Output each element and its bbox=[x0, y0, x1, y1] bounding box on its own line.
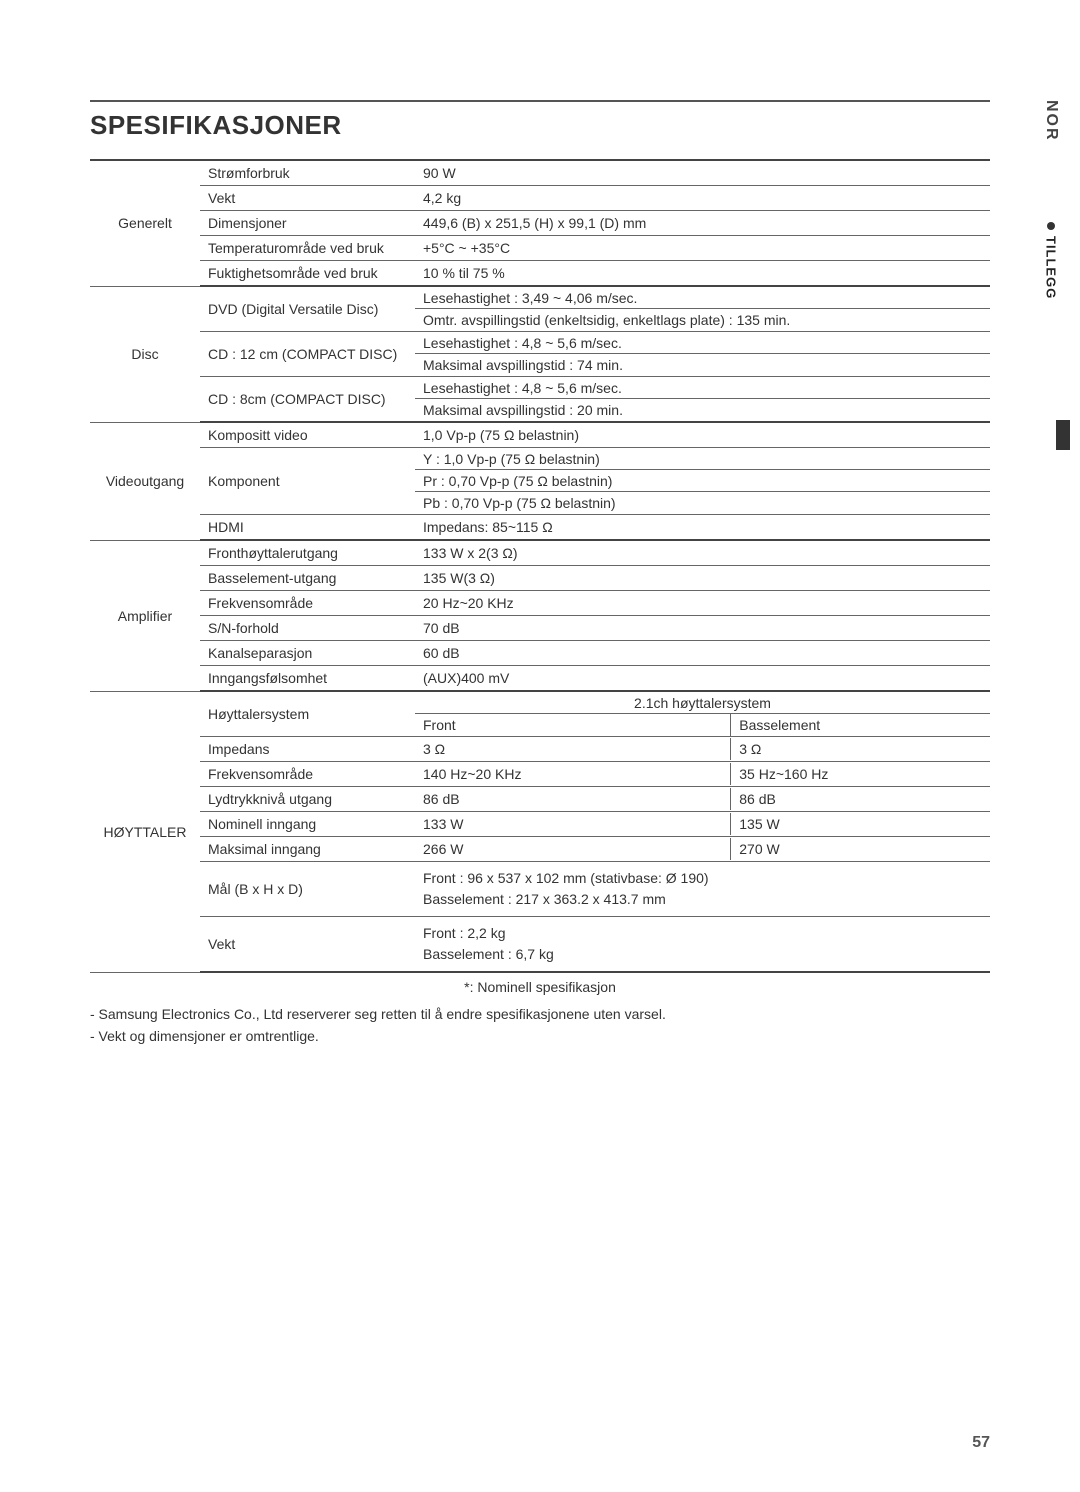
value-front: 86 dB bbox=[415, 788, 731, 810]
param-cell: Komponent bbox=[200, 448, 415, 515]
value-line: Y : 1,0 Vp-p (75 Ω belastnin) bbox=[415, 448, 990, 470]
value-line: Lesehastighet : 3,49 ~ 4,06 m/sec. bbox=[415, 287, 990, 309]
value-cell: 4,2 kg bbox=[415, 186, 990, 211]
speaker-system-header: 2.1ch høyttalersystem bbox=[415, 692, 990, 714]
param-cell: Basselement-utgang bbox=[200, 566, 415, 591]
value-cell: 86 dB 86 dB bbox=[415, 787, 990, 812]
side-page-mark bbox=[1056, 420, 1070, 450]
value-line: Front : 96 x 537 x 102 mm (stativbase: Ø… bbox=[423, 868, 982, 889]
param-cell: Fuktighetsområde ved bruk bbox=[200, 261, 415, 287]
footnote: *: Nominell spesifikasjon bbox=[90, 979, 990, 995]
value-cell: +5°C ~ +35°C bbox=[415, 236, 990, 261]
param-cell: Frekvensområde bbox=[200, 762, 415, 787]
param-cell: Strømforbruk bbox=[200, 160, 415, 186]
value-cell: 3 Ω 3 Ω bbox=[415, 737, 990, 762]
value-bass: 35 Hz~160 Hz bbox=[731, 763, 990, 785]
param-cell: Høyttalersystem bbox=[200, 691, 415, 737]
category-amplifier: Amplifier bbox=[90, 540, 200, 691]
value-cell: 2.1ch høyttalersystem Front Basselement bbox=[415, 691, 990, 737]
param-cell: Impedans bbox=[200, 737, 415, 762]
category-speaker: HØYTTALER bbox=[90, 691, 200, 972]
value-cell: 266 W 270 W bbox=[415, 837, 990, 862]
value-cell: 1,0 Vp-p (75 Ω belastnin) bbox=[415, 422, 990, 448]
value-cell: 133 W 135 W bbox=[415, 812, 990, 837]
value-line: Pr : 0,70 Vp-p (75 Ω belastnin) bbox=[415, 470, 990, 492]
value-line: Pb : 0,70 Vp-p (75 Ω belastnin) bbox=[415, 492, 990, 514]
notes: - Samsung Electronics Co., Ltd reservere… bbox=[90, 1003, 990, 1048]
param-cell: HDMI bbox=[200, 515, 415, 541]
value-cell: Y : 1,0 Vp-p (75 Ω belastnin) Pr : 0,70 … bbox=[415, 448, 990, 515]
category-generelt: Generelt bbox=[90, 160, 200, 286]
value-cell: Lesehastighet : 3,49 ~ 4,06 m/sec. Omtr.… bbox=[415, 286, 990, 332]
param-cell: Inngangsfølsomhet bbox=[200, 666, 415, 692]
side-tab-tillegg: TILLEGG bbox=[1044, 222, 1059, 299]
header-rule bbox=[90, 100, 990, 102]
column-header-bass: Basselement bbox=[731, 714, 990, 736]
value-cell: Front : 96 x 537 x 102 mm (stativbase: Ø… bbox=[415, 862, 990, 917]
value-line: Maksimal avspillingstid : 20 min. bbox=[415, 399, 990, 421]
side-tab-tillegg-label: TILLEGG bbox=[1044, 236, 1059, 299]
param-cell: Nominell inngang bbox=[200, 812, 415, 837]
value-bass: 86 dB bbox=[731, 788, 990, 810]
value-front: 140 Hz~20 KHz bbox=[415, 763, 731, 785]
side-tabs: NOR TILLEGG bbox=[1042, 100, 1060, 299]
param-cell: CD : 8cm (COMPACT DISC) bbox=[200, 377, 415, 423]
value-cell: 60 dB bbox=[415, 641, 990, 666]
value-front: 266 W bbox=[415, 838, 731, 860]
param-cell: Maksimal inngang bbox=[200, 837, 415, 862]
spec-table: Generelt Strømforbruk 90 W Vekt 4,2 kg D… bbox=[90, 159, 990, 973]
side-tab-nor: NOR bbox=[1042, 100, 1060, 142]
param-cell: Mål (B x H x D) bbox=[200, 862, 415, 917]
column-header-front: Front bbox=[415, 714, 731, 736]
param-cell: Kompositt video bbox=[200, 422, 415, 448]
param-cell: Lydtrykknivå utgang bbox=[200, 787, 415, 812]
param-cell: Fronthøyttalerutgang bbox=[200, 540, 415, 566]
value-cell: Lesehastighet : 4,8 ~ 5,6 m/sec. Maksima… bbox=[415, 332, 990, 377]
value-cell: 135 W(3 Ω) bbox=[415, 566, 990, 591]
page-number: 57 bbox=[972, 1434, 990, 1452]
value-cell: 10 % til 75 % bbox=[415, 261, 990, 287]
value-cell: Front : 2,2 kg Basselement : 6,7 kg bbox=[415, 917, 990, 973]
value-cell: 133 W x 2(3 Ω) bbox=[415, 540, 990, 566]
value-cell: 449,6 (B) x 251,5 (H) x 99,1 (D) mm bbox=[415, 211, 990, 236]
value-cell: (AUX)400 mV bbox=[415, 666, 990, 692]
value-line: Basselement : 6,7 kg bbox=[423, 944, 982, 965]
value-cell: 20 Hz~20 KHz bbox=[415, 591, 990, 616]
value-line: Front : 2,2 kg bbox=[423, 923, 982, 944]
page-title: SPESIFIKASJONER bbox=[90, 110, 990, 141]
value-bass: 270 W bbox=[731, 838, 990, 860]
bullet-icon bbox=[1047, 222, 1055, 230]
value-line: Basselement : 217 x 363.2 x 413.7 mm bbox=[423, 889, 982, 910]
value-cell: 140 Hz~20 KHz 35 Hz~160 Hz bbox=[415, 762, 990, 787]
note-line: - Vekt og dimensjoner er omtrentlige. bbox=[90, 1025, 990, 1047]
param-cell: Vekt bbox=[200, 186, 415, 211]
value-bass: 135 W bbox=[731, 813, 990, 835]
category-video: Videoutgang bbox=[90, 422, 200, 540]
param-cell: Dimensjoner bbox=[200, 211, 415, 236]
param-cell: Vekt bbox=[200, 917, 415, 973]
value-cell: Impedans: 85~115 Ω bbox=[415, 515, 990, 541]
value-line: Omtr. avspillingstid (enkeltsidig, enkel… bbox=[415, 309, 990, 331]
param-cell: Kanalseparasjon bbox=[200, 641, 415, 666]
param-cell: Frekvensområde bbox=[200, 591, 415, 616]
value-line: Maksimal avspillingstid : 74 min. bbox=[415, 354, 990, 376]
param-cell: DVD (Digital Versatile Disc) bbox=[200, 286, 415, 332]
value-cell: Lesehastighet : 4,8 ~ 5,6 m/sec. Maksima… bbox=[415, 377, 990, 423]
category-disc: Disc bbox=[90, 286, 200, 422]
value-line: Lesehastighet : 4,8 ~ 5,6 m/sec. bbox=[415, 377, 990, 399]
value-bass: 3 Ω bbox=[731, 738, 990, 760]
param-cell: CD : 12 cm (COMPACT DISC) bbox=[200, 332, 415, 377]
value-front: 3 Ω bbox=[415, 738, 731, 760]
value-line: Lesehastighet : 4,8 ~ 5,6 m/sec. bbox=[415, 332, 990, 354]
param-cell: S/N-forhold bbox=[200, 616, 415, 641]
value-cell: 90 W bbox=[415, 160, 990, 186]
note-line: - Samsung Electronics Co., Ltd reservere… bbox=[90, 1003, 990, 1025]
param-cell: Temperaturområde ved bruk bbox=[200, 236, 415, 261]
value-front: 133 W bbox=[415, 813, 731, 835]
value-cell: 70 dB bbox=[415, 616, 990, 641]
